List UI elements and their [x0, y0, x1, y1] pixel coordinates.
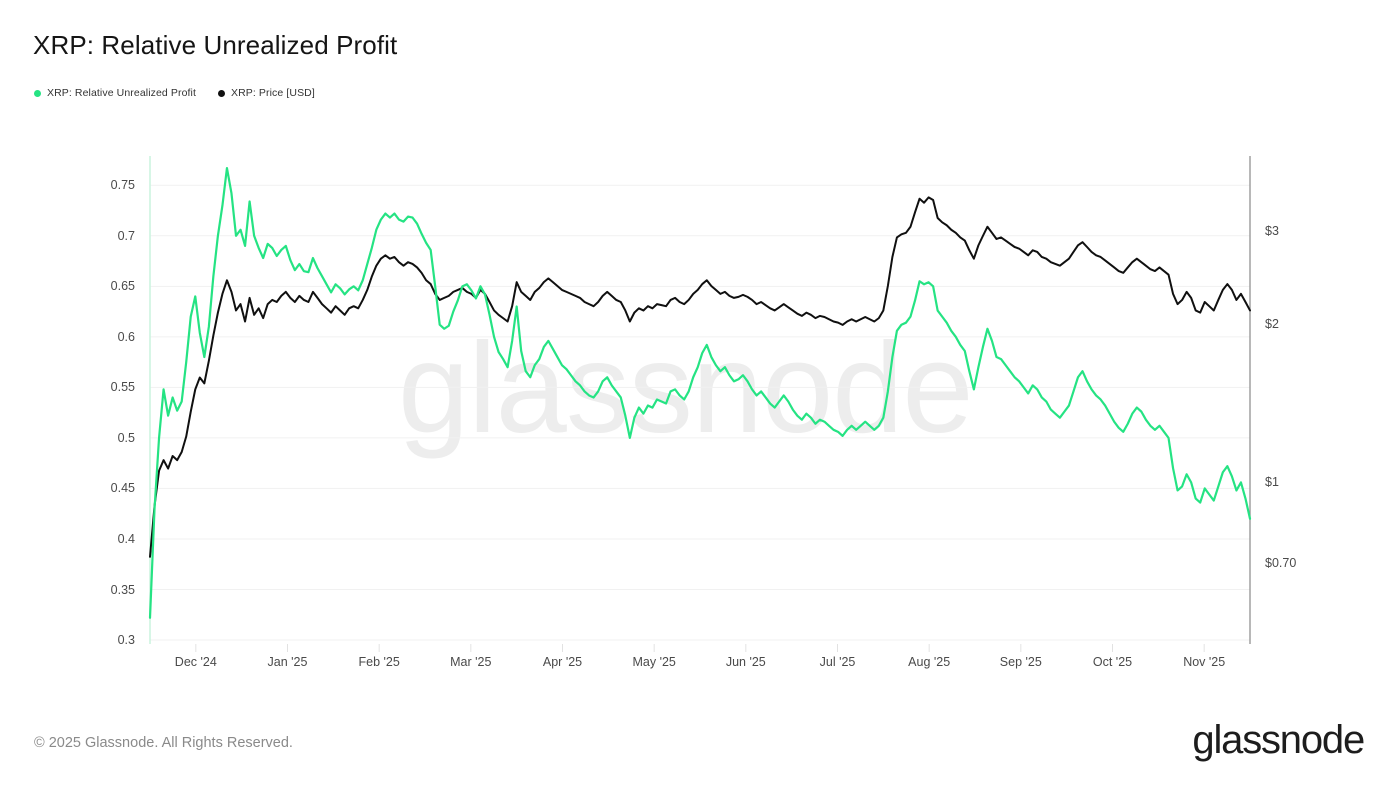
y-axis-right-tick-label: $1 — [1265, 474, 1279, 489]
x-axis-tick-label: Oct '25 — [1092, 655, 1133, 669]
legend-label: XRP: Relative Unrealized Profit — [47, 87, 196, 99]
x-axis-tick-label: May '25 — [632, 655, 676, 669]
x-axis-tick-label: Feb '25 — [358, 655, 400, 669]
y-axis-left-tick-label: 0.45 — [110, 481, 135, 496]
y-axis-left-tick-label: 0.55 — [110, 380, 135, 395]
legend-label: XRP: Price [USD] — [231, 87, 315, 99]
page-title: XRP: Relative Unrealized Profit — [33, 30, 398, 60]
y-axis-left-tick-label: 0.75 — [110, 178, 135, 193]
x-axis-tick-label: Sep '25 — [999, 655, 1042, 669]
y-axis-left-tick-label: 0.35 — [110, 582, 135, 597]
legend-item-relative-unrealized-profit[interactable]: XRP: Relative Unrealized Profit — [34, 87, 196, 99]
glassnode-watermark: glassnode — [398, 317, 974, 460]
legend-dot-icon — [34, 89, 41, 97]
x-axis-tick-label: Apr '25 — [542, 655, 583, 669]
x-axis-tick-label: Jun '25 — [725, 655, 766, 669]
y-axis-left-tick-label: 0.3 — [117, 633, 135, 647]
y-axis-left-tick-label: 0.7 — [117, 228, 135, 243]
glassnode-logo: glassnode — [1192, 718, 1365, 762]
y-axis-left-tick-label: 0.65 — [110, 279, 135, 294]
y-axis-left-tick-label: 0.4 — [117, 531, 135, 546]
legend-dot-icon — [218, 89, 225, 97]
x-axis-tick-label: Nov '25 — [1183, 655, 1226, 669]
y-axis-right-tick-label: $2 — [1265, 316, 1279, 331]
x-axis-tick-label: Jan '25 — [267, 655, 308, 669]
y-axis-left-tick-label: 0.5 — [117, 430, 135, 445]
x-axis-tick-label: Dec '24 — [174, 655, 217, 669]
x-axis-tick-label: Jul '25 — [819, 655, 856, 669]
y-axis-right-tick-label: $0.70 — [1265, 556, 1297, 571]
copyright-text: © 2025 Glassnode. All Rights Reserved. — [34, 735, 293, 751]
y-axis-left-tick-label: 0.6 — [117, 329, 135, 344]
x-axis-tick-label: Mar '25 — [450, 655, 492, 669]
legend-item-price[interactable]: XRP: Price [USD] — [218, 87, 315, 99]
chart-legend: XRP: Relative Unrealized Profit XRP: Pri… — [34, 87, 315, 99]
y-axis-right-tick-label: $3 — [1265, 224, 1279, 239]
x-axis-tick-label: Aug '25 — [908, 655, 951, 669]
